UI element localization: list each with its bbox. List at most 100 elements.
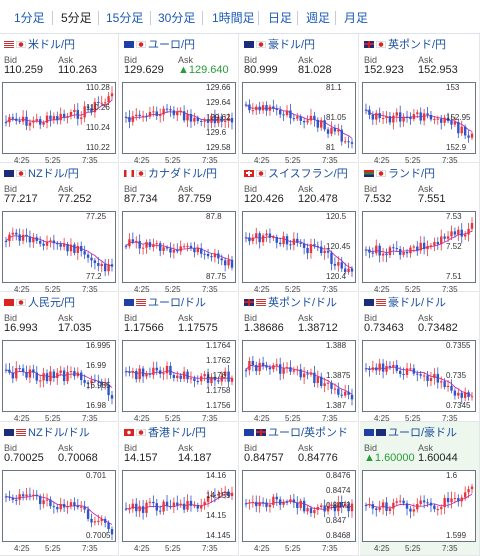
candlestick-chart[interactable]	[242, 470, 356, 542]
candle-body	[395, 112, 398, 116]
candle-body	[350, 268, 354, 272]
pair-name-link[interactable]: 人民元/円	[4, 295, 75, 309]
ask-value: 0.73482	[418, 322, 458, 334]
y-tick-label: 87.75	[206, 272, 227, 281]
candle-body	[278, 364, 282, 374]
rate-card: 香港ドル/円 Bid Ask 14.157 14.187 4:25 5:25 7:35 14.1…	[120, 422, 239, 556]
candle-body	[213, 253, 217, 258]
candle-body	[282, 114, 285, 116]
candle-body	[227, 371, 230, 382]
pair-name-link[interactable]: ユーロ/英ポンド	[244, 425, 348, 439]
candle-body	[49, 115, 52, 120]
candlestick-chart[interactable]	[362, 340, 476, 412]
candle-body	[255, 233, 258, 238]
za-flag-icon	[364, 169, 374, 177]
candle-body	[152, 111, 155, 113]
pair-name: ユーロ/円	[148, 39, 196, 51]
candle-body	[97, 101, 100, 103]
tab-5[interactable]: 1時間足	[212, 11, 255, 25]
candlestick-chart[interactable]	[122, 470, 236, 542]
candle-body	[97, 380, 100, 382]
candlestick-chart[interactable]	[242, 211, 356, 283]
pair-name-link[interactable]: ユーロ/円	[124, 37, 195, 51]
candlestick-chart[interactable]	[242, 340, 356, 412]
bid-label: Bid	[244, 443, 258, 453]
ask-value-text: 7.551	[418, 193, 446, 205]
bid-value-text: 0.73463	[364, 322, 404, 334]
candle-body	[220, 116, 223, 122]
tab-6[interactable]: 日足	[268, 11, 293, 25]
gb-flag-icon	[256, 428, 266, 436]
bid-value: 14.157	[124, 452, 158, 464]
tab-1[interactable]: 1分足	[14, 11, 45, 25]
pair-name-link[interactable]: 米ドル/円	[4, 37, 75, 51]
candlestick-chart[interactable]	[122, 211, 236, 283]
candle-body	[433, 119, 436, 121]
pair-name-link[interactable]: 香港ドル/円	[124, 425, 206, 439]
candle-body	[371, 504, 375, 509]
candle-body	[405, 368, 409, 375]
pair-name-link[interactable]: NZドル/円	[4, 166, 79, 180]
tab-2[interactable]: 5分足	[61, 11, 92, 25]
candle-body	[453, 121, 457, 125]
candle-body	[440, 507, 443, 510]
candlestick-chart[interactable]	[2, 340, 116, 412]
tab-4[interactable]: 30分足	[158, 11, 196, 25]
candle-body	[217, 253, 220, 259]
candle-body	[165, 247, 169, 249]
tab-3[interactable]: 15分足	[106, 11, 144, 25]
candle-body	[330, 382, 333, 389]
candle-body	[248, 104, 251, 111]
pair-name-link[interactable]: 英ポンド/ドル	[244, 295, 337, 309]
ask-label: Ask	[58, 184, 74, 194]
candle-body	[258, 233, 261, 243]
pair-name-link[interactable]: NZドル/ドル	[4, 425, 90, 439]
bid-value: 152.923	[364, 64, 404, 76]
pair-name-link[interactable]: ユーロ/豪ドル	[364, 425, 457, 439]
candle-body	[392, 247, 395, 249]
tab-7[interactable]: 週足	[306, 11, 331, 25]
candlestick-chart[interactable]	[362, 470, 476, 542]
ask-value-text: 110.263	[58, 64, 97, 76]
candle-body	[443, 236, 446, 239]
candle-body	[350, 503, 354, 512]
candle-body	[285, 236, 289, 245]
candlestick-chart[interactable]	[2, 211, 116, 283]
candle-body	[49, 371, 52, 382]
candlestick-chart[interactable]	[122, 82, 236, 154]
candle-body	[4, 122, 8, 124]
candle-body	[402, 251, 405, 255]
candle-body	[309, 372, 313, 375]
y-tick-label: 1.599	[446, 531, 467, 540]
tab-8[interactable]: 月足	[344, 11, 369, 25]
pair-name-link[interactable]: ランド/円	[364, 166, 435, 180]
ask-value-text: 87.759	[178, 193, 212, 205]
candlestick-chart[interactable]	[2, 82, 116, 154]
y-tick-label: 129.62	[206, 113, 231, 122]
ask-value-text: 120.478	[298, 193, 338, 205]
pair-name-link[interactable]: カナダドル/円	[124, 166, 217, 180]
candle-body	[62, 244, 66, 247]
x-tick-label: 4:25	[374, 414, 390, 423]
candlestick-chart[interactable]	[362, 211, 476, 283]
candle-body	[11, 497, 15, 500]
candlestick-chart[interactable]	[122, 340, 236, 412]
candlestick-chart[interactable]	[2, 470, 116, 542]
y-tick-label: 16.985	[86, 381, 111, 390]
candle-body	[385, 116, 388, 119]
candlestick-chart[interactable]	[242, 82, 356, 154]
pair-name-link[interactable]: スイスフラン/円	[244, 166, 348, 180]
ask-label: Ask	[298, 55, 314, 65]
candle-body	[467, 135, 470, 138]
pair-name-link[interactable]: 豪ドル/ドル	[364, 295, 446, 309]
candle-body	[62, 504, 66, 508]
candle-body	[200, 120, 203, 122]
pair-name-link[interactable]: 英ポンド/円	[364, 37, 446, 51]
bid-value: 0.84757	[244, 452, 284, 464]
pair-name-link[interactable]: 豪ドル/円	[244, 37, 315, 51]
candle-body	[340, 262, 343, 269]
candle-body	[110, 264, 114, 267]
pair-name-link[interactable]: ユーロ/ドル	[124, 295, 206, 309]
candle-body	[186, 113, 189, 121]
candlestick-chart[interactable]	[362, 82, 476, 154]
